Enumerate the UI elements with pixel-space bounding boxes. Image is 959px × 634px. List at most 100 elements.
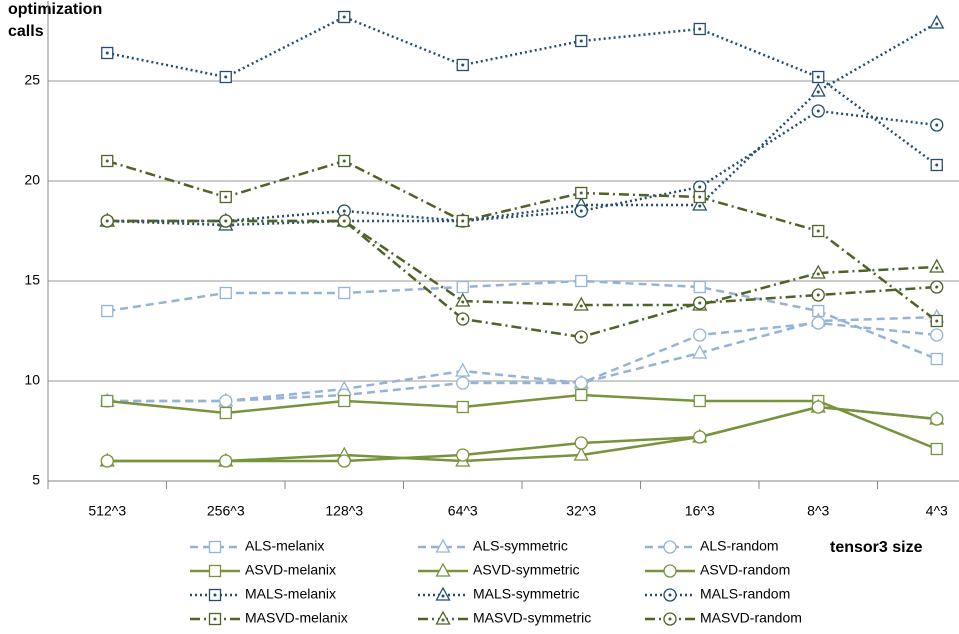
marker-dot [816, 229, 820, 233]
marker-shape [575, 274, 588, 288]
marker [574, 436, 588, 450]
marker-dot [342, 159, 346, 163]
marker-shape [929, 258, 945, 273]
marker-shape [208, 540, 222, 554]
marker-shape [574, 376, 588, 390]
marker-dot [668, 617, 672, 621]
marker [692, 196, 708, 211]
marker-shape [693, 430, 707, 444]
marker-shape [337, 454, 351, 468]
marker-shape [435, 538, 451, 553]
marker-shape [456, 280, 469, 294]
marker [574, 330, 588, 344]
marker-dot [342, 15, 346, 19]
marker [663, 564, 677, 578]
marker [573, 296, 589, 311]
series-line [107, 321, 937, 403]
series-line [107, 315, 937, 403]
marker [574, 376, 588, 390]
y-tick-label: 15 [24, 272, 40, 288]
marker-dot [461, 300, 465, 304]
marker [337, 204, 351, 218]
legend-label: MASVD-random [700, 610, 802, 626]
legend-label: MALS-melanix [245, 586, 336, 602]
legend-label: MALS-random [700, 586, 790, 602]
legend-label: MALS-symmetric [473, 586, 580, 602]
marker [101, 304, 114, 318]
marker-dot [816, 109, 820, 113]
marker [219, 214, 233, 228]
marker-dot [224, 195, 228, 199]
marker-dot [342, 209, 346, 213]
marker-dot [579, 209, 583, 213]
marker-dot [579, 191, 583, 195]
marker [693, 280, 706, 294]
series-line [107, 15, 938, 167]
marker [208, 612, 222, 626]
marker-dot [935, 123, 939, 127]
marker [929, 14, 945, 29]
marker-dot [105, 219, 109, 223]
marker-dot [105, 159, 109, 163]
marker [693, 430, 707, 444]
marker-shape [338, 286, 351, 300]
marker [435, 538, 451, 553]
marker [575, 34, 588, 48]
marker-shape [930, 442, 943, 456]
marker-shape [101, 304, 114, 318]
marker [219, 286, 232, 300]
marker-shape [930, 328, 944, 342]
marker-shape [692, 196, 708, 211]
marker-dot [935, 22, 939, 26]
y-axis-label: optimization [8, 1, 102, 18]
marker [456, 214, 469, 228]
marker [435, 586, 451, 601]
marker-shape [456, 376, 470, 390]
marker-shape [338, 394, 351, 408]
marker-dot [461, 219, 465, 223]
marker [693, 328, 707, 342]
legend-label: ALS-melanix [245, 538, 324, 554]
marker-shape [663, 540, 677, 554]
marker-dot [698, 185, 702, 189]
marker [929, 258, 945, 273]
legend-label: ALS-symmetric [473, 538, 568, 554]
marker [930, 314, 943, 328]
marker-dot [461, 63, 465, 67]
marker [693, 394, 706, 408]
marker [930, 158, 943, 172]
marker [811, 400, 825, 414]
marker [810, 82, 826, 97]
marker-shape [573, 296, 589, 311]
marker [456, 280, 469, 294]
marker-dot [935, 319, 939, 323]
marker [930, 442, 943, 456]
marker [456, 376, 470, 390]
marker [219, 406, 232, 420]
legend-label: ASVD-random [700, 562, 790, 578]
marker [811, 288, 825, 302]
legend-label: ASVD-melanix [245, 562, 336, 578]
series-line [106, 159, 938, 322]
marker-shape [692, 344, 708, 359]
x-tick-label: 8^3 [807, 503, 829, 519]
y-tick-label: 25 [24, 72, 40, 88]
marker [456, 58, 469, 72]
marker [810, 264, 826, 279]
marker-shape [575, 388, 588, 402]
marker [575, 274, 588, 288]
marker [219, 70, 232, 84]
marker [930, 352, 943, 366]
marker [208, 540, 222, 554]
marker-shape [435, 610, 451, 625]
marker [101, 46, 114, 60]
y-tick-label: 10 [24, 372, 40, 388]
marker-shape [435, 562, 451, 577]
marker [693, 22, 706, 36]
marker [930, 118, 944, 132]
marker-shape [455, 292, 471, 307]
series-line [107, 21, 938, 227]
marker [456, 400, 469, 414]
marker-dot [935, 163, 939, 167]
marker [456, 312, 470, 326]
